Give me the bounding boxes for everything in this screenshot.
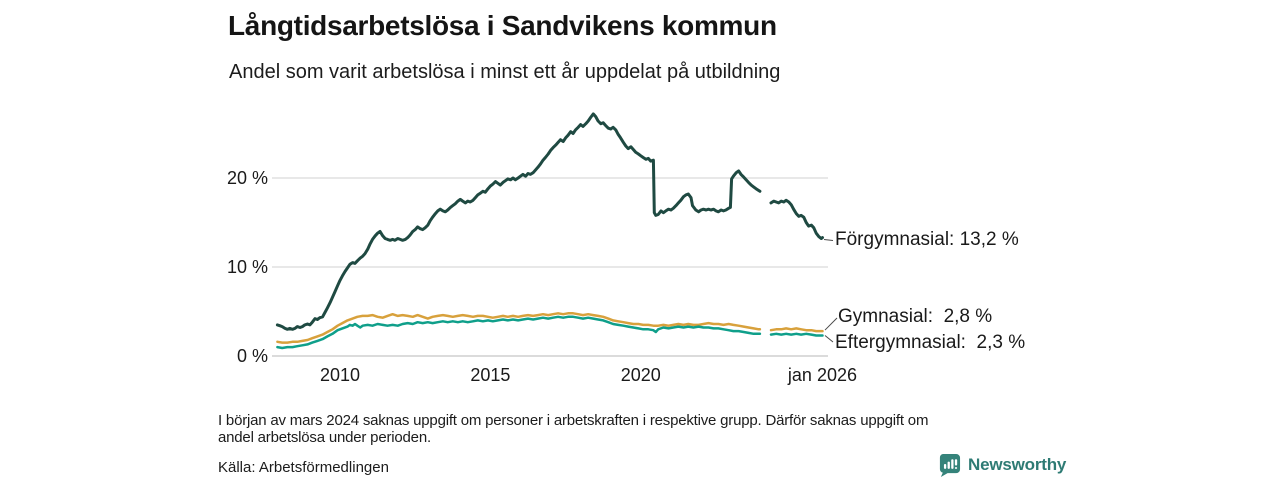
newsworthy-brand-name: Newsworthy xyxy=(968,455,1067,474)
footnote: I början av mars 2024 saknas uppgift om … xyxy=(218,412,1078,446)
footnote-line-1: I början av mars 2024 saknas uppgift om … xyxy=(218,412,929,429)
newsworthy-brand: Newsworthy xyxy=(938,453,1066,477)
y-tick-label: 10 % xyxy=(226,257,268,277)
x-tick-label: 2015 xyxy=(470,365,511,385)
series-line-förgymnasial xyxy=(769,198,824,240)
y-tick-label: 20 % xyxy=(226,168,268,188)
series-line-eftergymnasial xyxy=(276,315,762,350)
footnote-line-2: andel arbetslösa under perioden. xyxy=(218,429,431,446)
leader-line xyxy=(824,317,838,331)
series-line-förgymnasial xyxy=(275,112,762,331)
leader-line xyxy=(823,239,834,241)
gridlines xyxy=(272,177,828,357)
x-tick-label: jan 2026 xyxy=(787,365,857,385)
y-tick-label: 0 % xyxy=(236,346,268,366)
x-tick-label: 2020 xyxy=(620,365,661,385)
x-tick-label: 2010 xyxy=(319,365,361,385)
label-leader-lines xyxy=(823,239,838,343)
series-line-gymnasial xyxy=(276,312,762,344)
series-end-label-forgymnasial: Förgymnasial: 13,2 % xyxy=(835,229,1019,250)
series-line-gymnasial xyxy=(769,327,824,333)
newsworthy-logo-icon xyxy=(939,453,961,477)
series-lines xyxy=(275,112,824,350)
series-line-eftergymnasial xyxy=(769,332,824,337)
source-note: Källa: Arbetsförmedlingen xyxy=(218,459,389,476)
leader-line xyxy=(824,335,834,343)
page-title: Långtidsarbetslösa i Sandvikens kommun xyxy=(228,10,777,41)
series-end-label-eftergymnasial: Eftergymnasial: 2,3 % xyxy=(835,332,1026,353)
chart-subtitle: Andel som varit arbetslösa i minst ett å… xyxy=(229,61,781,83)
series-end-label-gymnasial: Gymnasial: 2,8 % xyxy=(838,306,993,327)
